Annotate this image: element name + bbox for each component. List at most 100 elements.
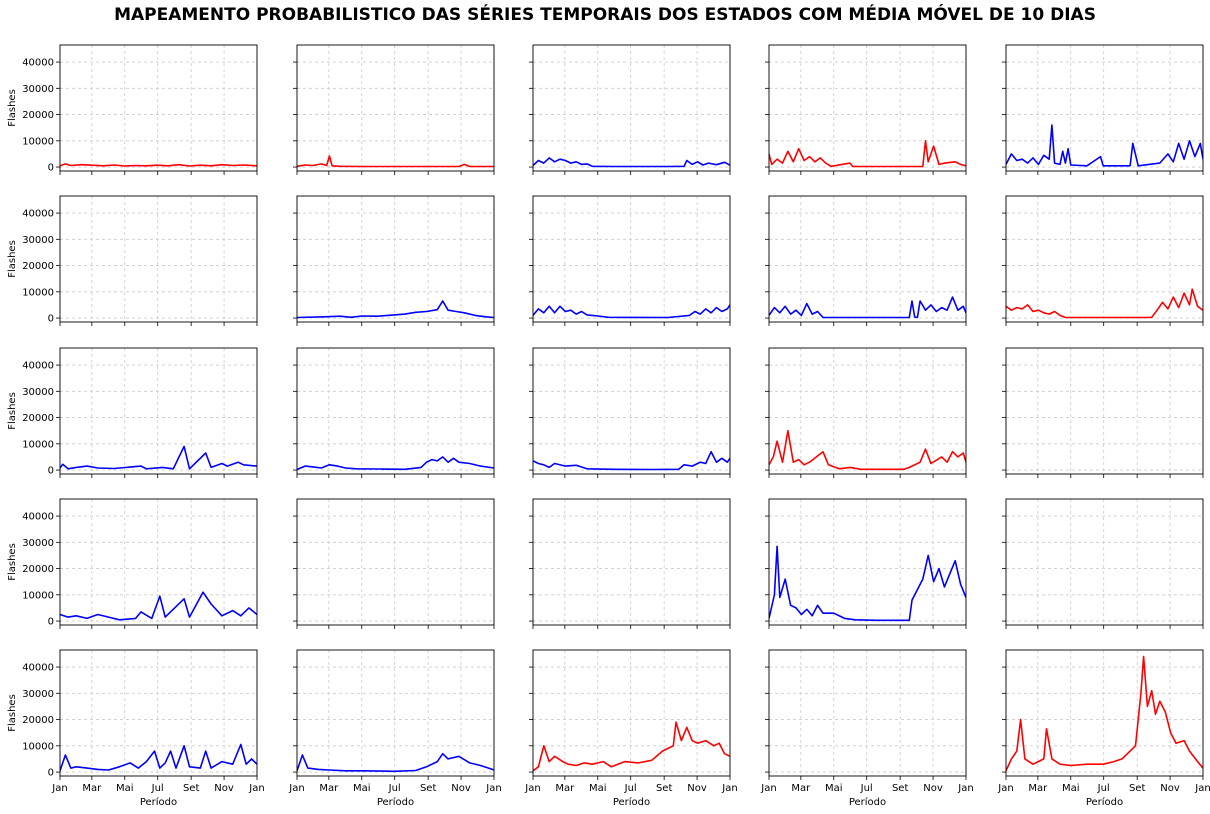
series-line	[769, 545, 966, 622]
y-tick-label: 20000	[22, 715, 54, 726]
panel-frame	[59, 649, 258, 777]
panel-frame	[59, 498, 258, 626]
x-tick-label: Nov	[687, 783, 707, 794]
y-tick-label: 20000	[22, 261, 54, 272]
x-tick-label: Mar	[555, 783, 575, 794]
panel-1-2	[529, 195, 731, 326]
series-line	[1006, 124, 1203, 167]
y-axis-label: Flashes	[7, 694, 18, 732]
x-tick-label: Mai	[116, 783, 134, 794]
x-tick-label: Jul	[860, 783, 873, 794]
panel-frame	[1005, 498, 1204, 626]
x-axis-label: Período	[849, 796, 886, 808]
y-axis-label: Flashes	[7, 240, 18, 278]
x-axis-label: Período	[613, 796, 650, 808]
figure-title: MAPEAMENTO PROBABILISTICO DAS SÉRIES TEM…	[114, 5, 1096, 25]
panel-frame	[768, 44, 967, 172]
y-tick-label: 40000	[22, 512, 54, 523]
panel-4-1: Jan Mar Mai Jul Set Nov Jan Período	[288, 649, 502, 808]
x-tick-label: Mar	[1028, 783, 1048, 794]
x-tick-label: Jul	[388, 783, 401, 794]
x-tick-label: Set	[183, 783, 200, 794]
series-line	[533, 304, 730, 319]
series-line	[60, 163, 257, 167]
panel-3-0: 0 10000 20000 30000 40000 Flashes	[7, 498, 258, 629]
x-axis-label: Período	[140, 796, 177, 808]
x-tick-label: Jan	[248, 783, 264, 794]
y-tick-label: 10000	[22, 590, 54, 601]
panel-frame	[59, 347, 258, 475]
panel-frame	[296, 44, 495, 172]
panel-frame	[1005, 649, 1204, 777]
x-tick-label: Mar	[82, 783, 102, 794]
y-tick-label: 20000	[22, 564, 54, 575]
panel-frame	[1005, 347, 1204, 475]
panel-2-0: 0 10000 20000 30000 40000 Flashes	[7, 347, 258, 478]
y-tick-label: 10000	[22, 741, 54, 752]
y-axis-label: Flashes	[7, 89, 18, 127]
x-tick-label: Set	[420, 783, 437, 794]
series-line	[60, 743, 257, 772]
x-tick-label: Jan	[51, 783, 67, 794]
x-tick-label: Set	[892, 783, 909, 794]
y-tick-label: 30000	[22, 84, 54, 95]
x-tick-label: Set	[1129, 783, 1146, 794]
y-tick-label: 40000	[22, 58, 54, 69]
x-tick-label: Jul	[151, 783, 164, 794]
y-tick-label: 30000	[22, 689, 54, 700]
y-tick-label: 40000	[22, 209, 54, 220]
panel-frame	[768, 195, 967, 323]
panel-2-2	[529, 347, 731, 478]
series-line	[769, 140, 966, 168]
y-tick-label: 0	[48, 768, 54, 779]
series-line	[533, 157, 730, 168]
x-tick-label: Mai	[1062, 783, 1080, 794]
series-line	[1006, 288, 1203, 319]
panel-0-0: 0 10000 20000 30000 40000 Flashes	[7, 44, 258, 175]
y-tick-label: 10000	[22, 136, 54, 147]
x-tick-label: Jan	[957, 783, 973, 794]
panel-0-1	[293, 44, 495, 175]
y-tick-label: 20000	[22, 413, 54, 424]
panels-layer: 0 10000 20000 30000 40000 Flashes 0 10000 20000 3…	[7, 44, 1210, 808]
panel-3-4	[1002, 498, 1204, 629]
panel-4-4: Jan Mar Mai Jul Set Nov Jan Período	[997, 649, 1210, 808]
panel-frame	[768, 649, 967, 777]
series-line	[297, 155, 494, 168]
x-tick-label: Nov	[451, 783, 471, 794]
panel-2-1	[293, 347, 495, 478]
panel-0-3	[765, 44, 967, 175]
panel-frame	[768, 498, 967, 626]
panel-frame	[59, 195, 258, 323]
x-tick-label: Mai	[589, 783, 607, 794]
panel-frame	[296, 347, 495, 475]
y-tick-label: 10000	[22, 439, 54, 450]
series-line	[769, 296, 966, 319]
y-tick-label: 0	[48, 314, 54, 325]
y-tick-label: 40000	[22, 361, 54, 372]
panel-frame	[532, 44, 731, 172]
y-tick-label: 30000	[22, 538, 54, 549]
x-tick-label: Mai	[353, 783, 371, 794]
panel-frame	[296, 195, 495, 323]
panel-3-1	[293, 498, 495, 629]
series-line	[533, 450, 730, 471]
x-tick-label: Nov	[214, 783, 234, 794]
x-tick-label: Jul	[624, 783, 637, 794]
panel-4-0: 0 10000 20000 30000 40000 Jan Mar Mai Jul Set Nov J…	[7, 649, 265, 808]
panel-0-2	[529, 44, 731, 175]
series-line	[297, 300, 494, 319]
x-tick-label: Jan	[524, 783, 540, 794]
panel-frame	[532, 649, 731, 777]
series-line	[533, 721, 730, 772]
panel-2-4	[1002, 347, 1204, 478]
x-tick-label: Jan	[721, 783, 737, 794]
panel-1-0: 0 10000 20000 30000 40000 Flashes	[7, 195, 258, 326]
x-tick-label: Set	[656, 783, 673, 794]
panel-1-4	[1002, 195, 1204, 326]
panel-frame	[532, 347, 731, 475]
panel-3-2	[529, 498, 731, 629]
panel-frame	[532, 195, 731, 323]
x-tick-label: Jul	[1097, 783, 1110, 794]
panel-frame	[296, 498, 495, 626]
